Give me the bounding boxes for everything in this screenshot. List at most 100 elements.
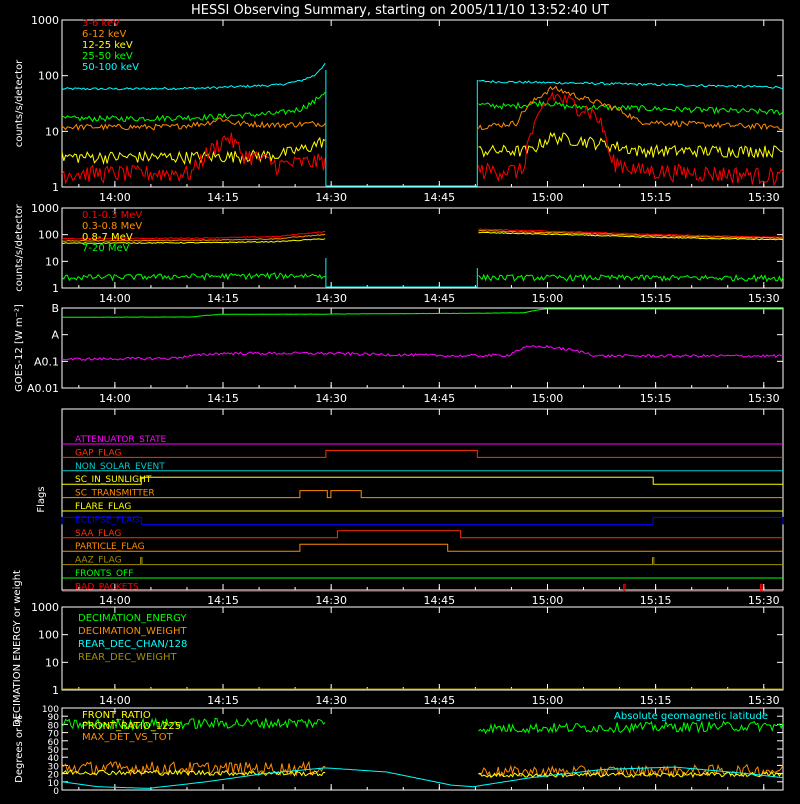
flag-line [62, 557, 783, 566]
series-line-0 [61, 62, 326, 91]
series-line-1 [61, 760, 326, 777]
time-tick-label: 14:45 [423, 694, 455, 707]
time-tick-label: 15:30 [748, 191, 780, 204]
flag-label: SC_IN_SUNLIGHT [75, 475, 152, 485]
time-tick-label: 15:00 [532, 392, 564, 405]
legend-entry: 0.3-0.8 MeV [82, 221, 142, 232]
y-tick-label: 20 [48, 771, 60, 781]
flag-line [62, 583, 783, 592]
time-tick-label: 14:45 [423, 191, 455, 204]
series-line-0 [478, 720, 784, 735]
legend-entry: DECIMATION_ENERGY [78, 613, 187, 624]
legend-entry: 12-25 keV [82, 40, 133, 51]
y-tick-label: 1000 [31, 14, 59, 27]
time-tick-label: 14:45 [423, 594, 455, 607]
y-tick-label: 1 [52, 684, 59, 697]
y-tick-label: 0 [53, 787, 59, 797]
flag-label: AAZ_FLAG [75, 556, 122, 566]
flag-label: NON_SOLAR_EVENT [75, 462, 165, 472]
legend-entry: Absolute geomagnetic latitude [614, 711, 768, 722]
legend-entry: FRONT_RATIO_1225 [82, 721, 181, 732]
time-tick-label: 15:15 [640, 392, 672, 405]
y-tick-label: A [51, 329, 59, 342]
legend-entry: MAX_DET_VS_TOT [82, 732, 174, 743]
flag-label: SC_TRANSMITTER [75, 489, 155, 499]
y-axis-label: counts/s/detector [14, 203, 25, 291]
time-tick-label: 15:15 [640, 594, 672, 607]
time-tick-label: 14:15 [207, 392, 239, 405]
legend-entry: 50-100 keV [82, 62, 139, 73]
time-tick-label: 15:30 [748, 292, 780, 305]
y-tick-label: 90 [48, 713, 60, 723]
time-tick-label: 15:15 [640, 694, 672, 707]
y-tick-label: 100 [42, 705, 59, 715]
flag-label: GAP_FLAG [75, 448, 121, 458]
time-tick-label: 15:30 [748, 694, 780, 707]
y-tick-label: 100 [38, 70, 59, 83]
series-line-2 [61, 117, 326, 132]
series-line-2 [61, 238, 326, 245]
series-line-0 [61, 308, 783, 318]
time-tick-label: 14:15 [207, 594, 239, 607]
y-tick-label: 1 [52, 181, 59, 194]
legend-entry: 3-6 keV [82, 18, 120, 29]
y-tick-label: A0.1 [34, 355, 59, 368]
y-axis-label: Flags [36, 486, 47, 512]
y-tick-label: 10 [48, 779, 60, 789]
legend-entry: 7-20 MeV [82, 243, 130, 254]
y-tick-label: 50 [48, 746, 60, 756]
panel-frame-2 [61, 307, 784, 389]
time-tick-label: 14:30 [315, 292, 347, 305]
time-tick-label: 15:15 [640, 292, 672, 305]
series-line-3 [61, 136, 326, 166]
flag-line [61, 516, 784, 525]
time-tick-label: 15:00 [532, 694, 564, 707]
time-tick-label: 14:00 [99, 292, 131, 305]
legend-entry: 0.8-7 MeV [82, 232, 133, 243]
flag-line [62, 490, 783, 499]
panel-frame-3 [61, 408, 784, 591]
y-tick-label: 1 [52, 282, 59, 295]
y-tick-label: 70 [48, 730, 60, 740]
time-tick-label: 14:30 [315, 694, 347, 707]
time-tick-label: 14:15 [207, 191, 239, 204]
flag-line [62, 476, 783, 485]
time-tick-label: 15:15 [640, 191, 672, 204]
y-tick-label: 100 [38, 229, 59, 242]
series-line-1 [61, 91, 326, 123]
series-line-1 [478, 99, 784, 116]
series-line-3 [478, 273, 784, 283]
time-tick-label: 15:30 [748, 392, 780, 405]
y-tick-label: A0.01 [27, 382, 59, 395]
time-tick-label: 15:00 [532, 594, 564, 607]
y-tick-label: 30 [48, 762, 60, 772]
legend-entry: 25-50 keV [82, 51, 133, 62]
y-axis-label: counts/s/detector [14, 59, 25, 147]
y-tick-label: 10 [45, 125, 59, 138]
legend-entry: 6-12 keV [82, 29, 126, 40]
legend-entry: 0.1-0.3 MeV [82, 210, 142, 221]
time-tick-label: 15:00 [532, 191, 564, 204]
flag-label: SAA_FLAG [75, 529, 121, 539]
flag-label: FLARE_FLAG [75, 502, 131, 512]
panel-frame-1 [61, 207, 784, 289]
series-line-0 [478, 79, 784, 89]
series-line-1 [61, 344, 784, 362]
time-tick-label: 14:45 [423, 292, 455, 305]
series-line-2 [478, 771, 784, 779]
y-tick-label: 40 [48, 754, 60, 764]
y-tick-label: 1000 [31, 601, 59, 614]
series-line-2 [478, 231, 783, 241]
flag-line [62, 449, 783, 458]
series-line-4 [477, 91, 784, 187]
y-tick-label: B [51, 302, 59, 315]
legend-entry: REAR_DEC_WEIGHT [78, 652, 177, 663]
time-tick-label: 14:45 [423, 392, 455, 405]
time-tick-label: 14:30 [315, 594, 347, 607]
legend-entry: REAR_DEC_CHAN/128 [78, 639, 187, 650]
series-line-3 [61, 272, 326, 282]
time-tick-label: 15:30 [748, 594, 780, 607]
panel-frame-4 [61, 606, 784, 691]
